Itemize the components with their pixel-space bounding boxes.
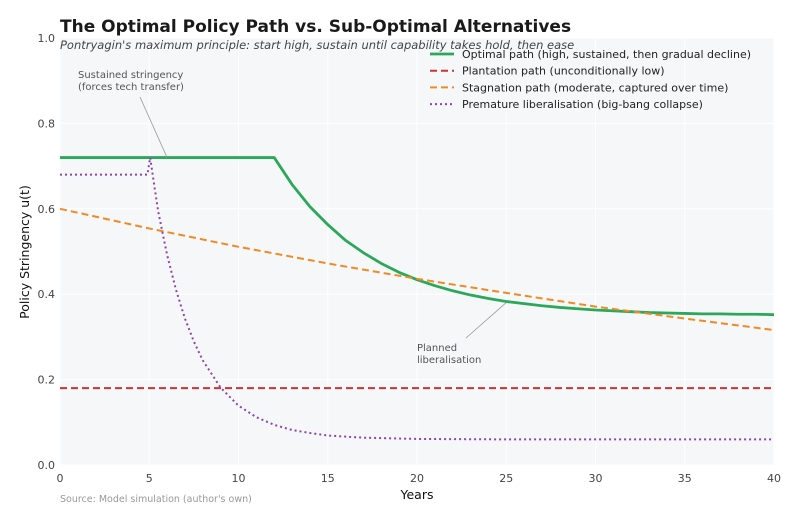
chart-title: The Optimal Policy Path vs. Sub-Optimal … xyxy=(60,17,571,37)
y-axis-label: Policy Stringency u(t) xyxy=(17,185,32,319)
source-note: Source: Model simulation (author's own) xyxy=(60,494,252,505)
legend-label-0: Optimal path (high, sustained, then grad… xyxy=(462,48,751,61)
x-tick-label: 20 xyxy=(410,472,424,485)
series-line-2 xyxy=(59,207,775,332)
series-line-3 xyxy=(60,156,774,441)
y-tick-label: 0.4 xyxy=(38,288,56,301)
legend-label-1: Plantation path (unconditionally low) xyxy=(462,65,665,78)
legend-label-2: Stagnation path (moderate, captured over… xyxy=(462,81,728,94)
x-tick-label: 15 xyxy=(321,472,335,485)
annotation-text: Planned xyxy=(417,343,457,354)
annotation-text: Sustained stringency xyxy=(78,70,183,81)
x-tick-label: 10 xyxy=(232,472,246,485)
annotation-text: liberalisation xyxy=(417,355,481,366)
annotation-arrow xyxy=(139,96,168,158)
annotation-text: (forces tech transfer) xyxy=(78,82,184,93)
annotation-arrow xyxy=(465,302,507,339)
y-tick-label: 0.0 xyxy=(38,459,56,472)
y-tick-label: 0.2 xyxy=(38,374,56,387)
y-tick-label: 0.6 xyxy=(38,203,56,216)
legend-label-3: Premature liberalisation (big-bang colla… xyxy=(462,98,703,111)
y-tick-label: 1.0 xyxy=(38,32,56,45)
x-tick-label: 5 xyxy=(146,472,153,485)
x-tick-label: 40 xyxy=(767,472,781,485)
x-tick-label: 30 xyxy=(589,472,603,485)
series-line-0 xyxy=(60,156,775,317)
x-tick-label: 35 xyxy=(678,472,692,485)
x-axis-label: Years xyxy=(400,487,434,502)
chart-subtitle: Pontryagin's maximum principle: start hi… xyxy=(60,38,574,52)
x-tick-label: 25 xyxy=(499,472,513,485)
x-tick-label: 0 xyxy=(57,472,64,485)
y-tick-label: 0.8 xyxy=(38,117,56,130)
